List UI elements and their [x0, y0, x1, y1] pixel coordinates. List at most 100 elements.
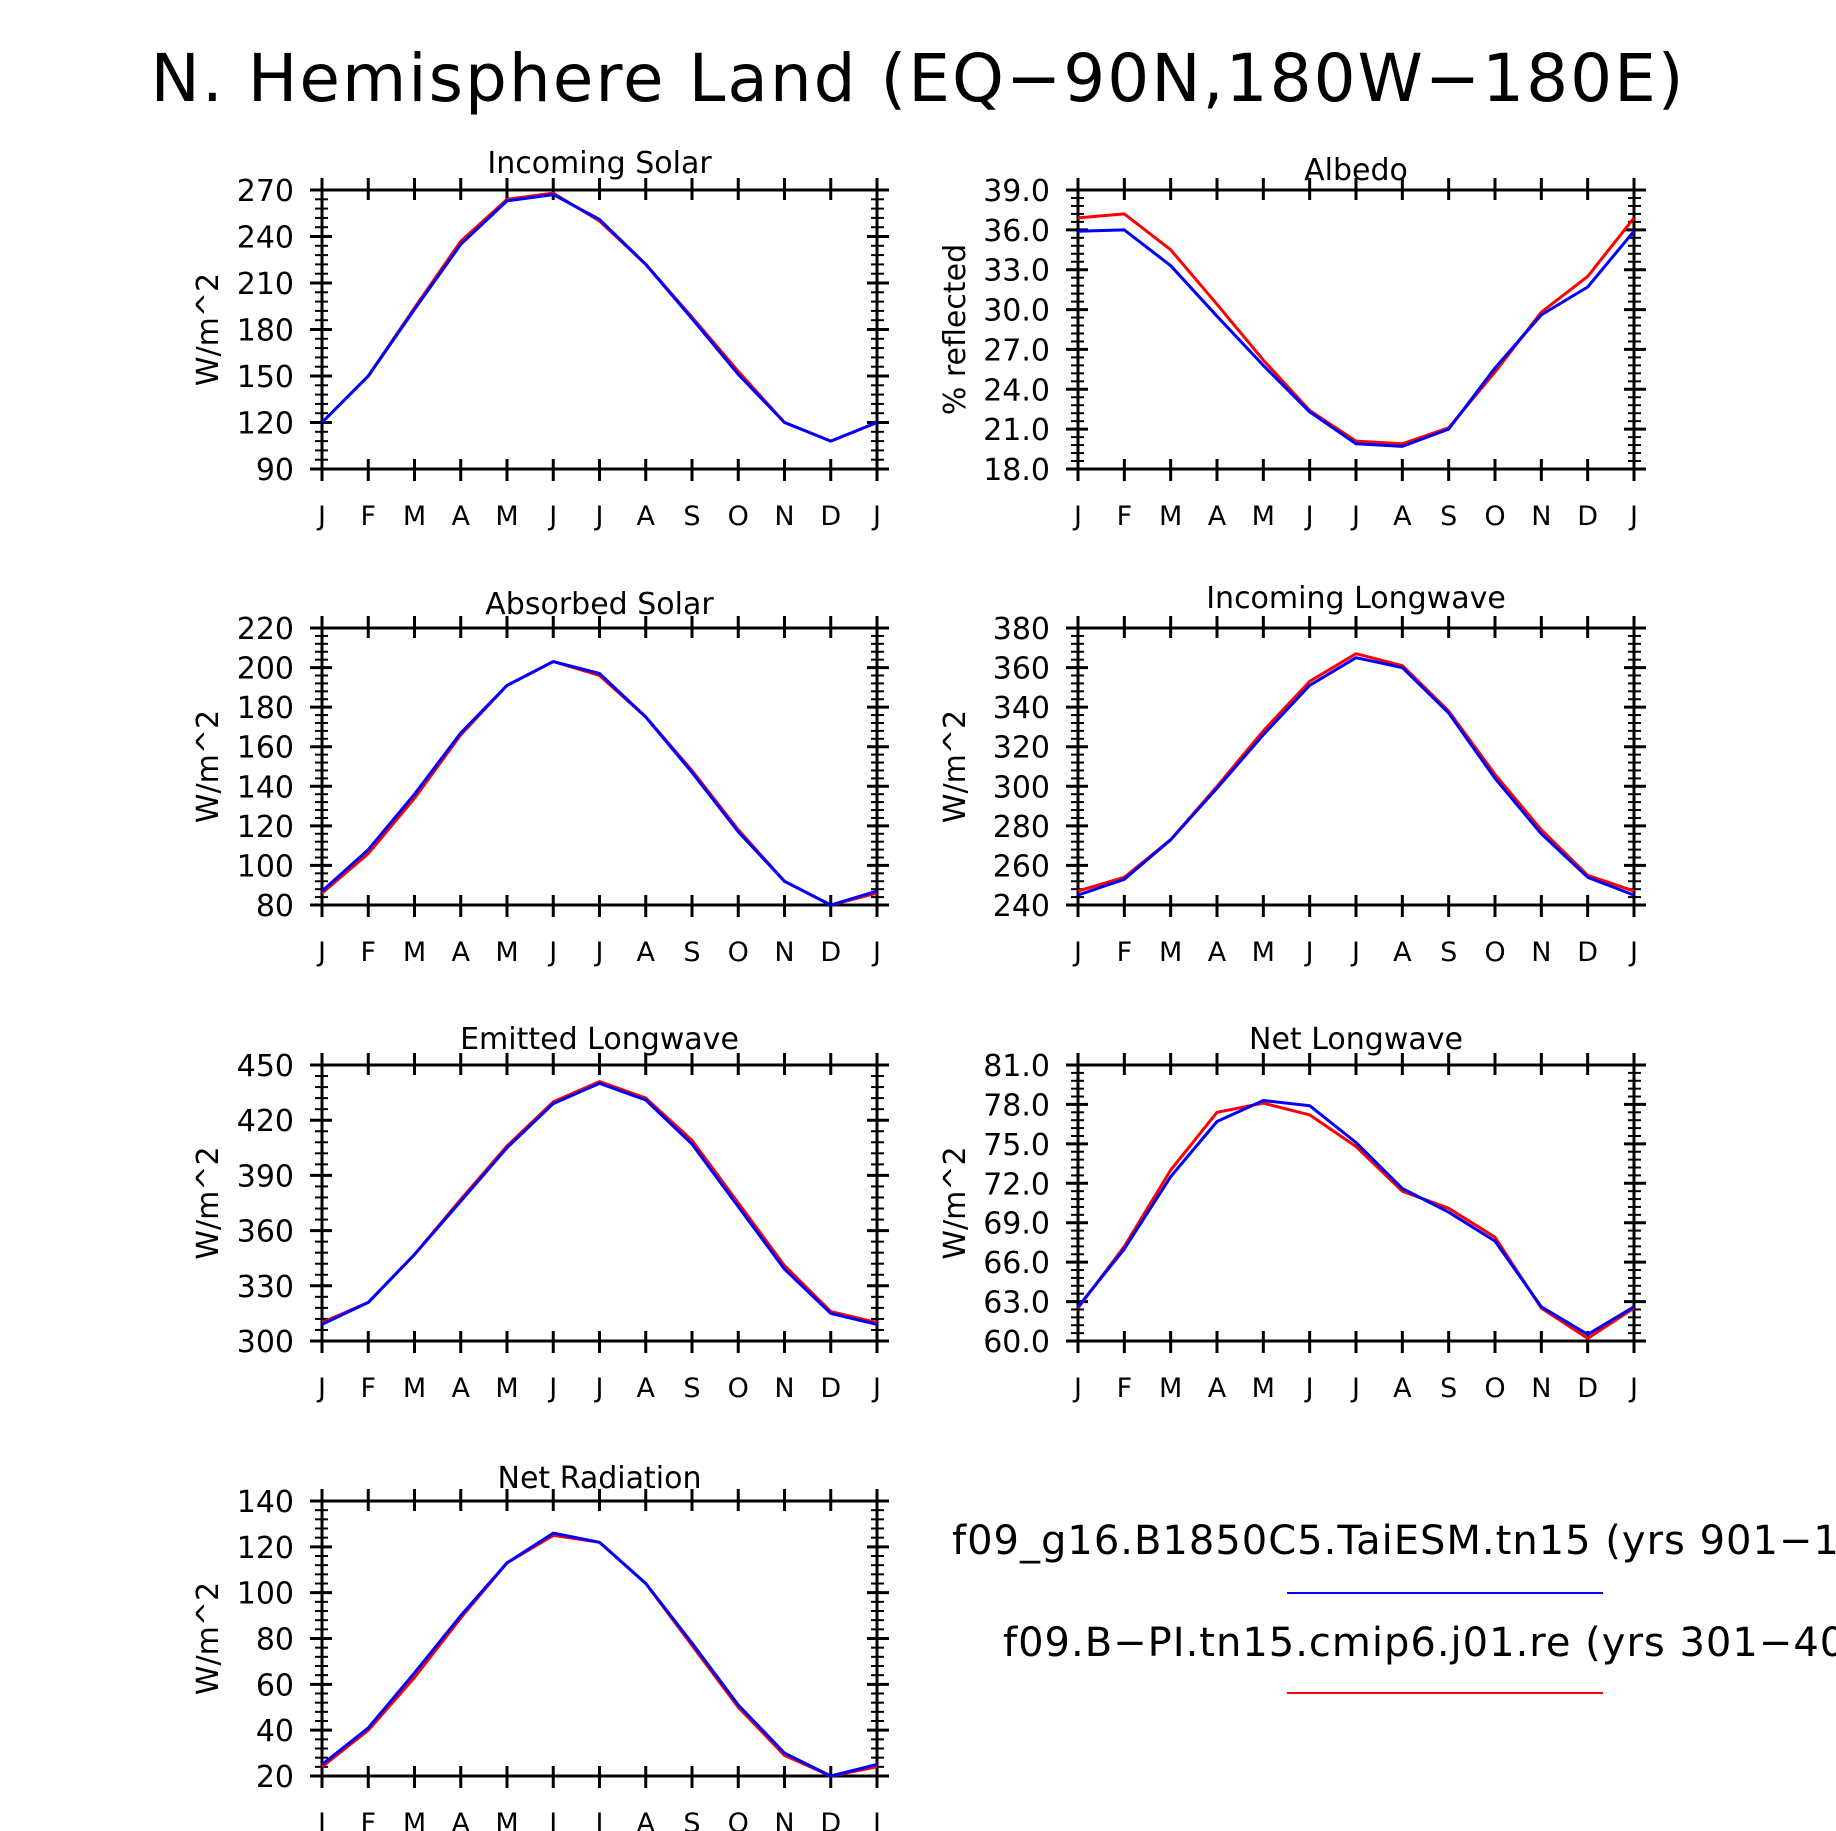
y-tick-label: 39.0 [983, 174, 1050, 209]
panel-6: J F M A M J J A S O N D J 20 40 60 80 100 120 140 Net Radiat… [191, 1461, 889, 1831]
y-tick-label: 200 [237, 652, 294, 687]
x-tick-label: A [452, 1808, 471, 1831]
y-tick-label: 140 [237, 1485, 294, 1520]
y-tick-label: 150 [237, 360, 294, 395]
y-tick-label: 40 [256, 1714, 294, 1749]
x-tick-label: D [820, 1808, 841, 1831]
y-tick-label: 220 [237, 612, 294, 647]
y-tick-label: 80 [256, 1623, 294, 1658]
plot-frame [1076, 626, 1636, 907]
x-tick-label: J [594, 501, 604, 532]
y-tick-label: 20 [256, 1760, 294, 1795]
panel-title: Albedo [1304, 153, 1408, 188]
x-tick-label: O [728, 1373, 749, 1404]
y-tick-label: 140 [237, 770, 294, 805]
x-tick-label: A [637, 937, 656, 968]
panel-5: J F M A M J J A S O N D J60.063.066.069.072.075.078.… [938, 1022, 1646, 1404]
x-tick-label: F [1117, 1373, 1133, 1404]
plot-frame [1076, 1063, 1636, 1343]
x-tick-label: M [1252, 1373, 1275, 1404]
y-tick-label: 30.0 [983, 294, 1050, 329]
x-tick-label: M [495, 937, 518, 968]
x-tick-label: N [774, 1373, 794, 1404]
y-tick-label: 24.0 [983, 373, 1050, 408]
y-axis-label: W/m^2 [938, 1146, 973, 1259]
x-tick-label: N [774, 1808, 794, 1831]
x-tick-label: J [871, 501, 881, 532]
x-tick-label: J [1350, 501, 1360, 532]
y-tick-label: 330 [237, 1270, 294, 1305]
y-tick-label: 120 [237, 1531, 294, 1566]
x-tick-label: J [1072, 937, 1082, 968]
y-tick-label: 300 [993, 770, 1050, 805]
y-tick-label: 180 [237, 691, 294, 726]
x-tick-label: D [1577, 501, 1598, 532]
x-tick-label: F [360, 1373, 376, 1404]
x-tick-label: J [547, 937, 557, 968]
series-line-blue [1077, 656, 1635, 897]
x-tick-label: S [1440, 1373, 1457, 1404]
y-tick-label: 300 [237, 1325, 294, 1360]
y-tick-label: 33.0 [983, 254, 1050, 289]
y-tick-label: 280 [993, 810, 1050, 845]
x-tick-label: J [594, 1373, 604, 1404]
x-tick-label: N [1531, 1373, 1551, 1404]
y-tick-label: 72.0 [983, 1167, 1050, 1202]
x-tick-label: N [774, 501, 794, 532]
y-tick-label: 60 [256, 1668, 294, 1703]
y-tick-label: 90 [256, 453, 294, 488]
x-tick-label: J [871, 1373, 881, 1404]
x-tick-label: D [1577, 937, 1598, 968]
x-tick-label: D [1577, 1373, 1598, 1404]
y-tick-label: 60.0 [983, 1325, 1050, 1360]
series-line-red [1076, 1101, 1635, 1340]
x-tick-label: A [1393, 1373, 1412, 1404]
panel-title: Net Radiation [498, 1461, 702, 1496]
x-tick-label: S [683, 1808, 700, 1831]
panel-title: Absorbed Solar [485, 587, 714, 622]
y-tick-label: 100 [237, 1577, 294, 1612]
y-tick-label: 320 [993, 731, 1050, 766]
series-line-blue [320, 193, 878, 443]
series-line-blue [1077, 228, 1636, 448]
y-tick-label: 380 [993, 612, 1050, 647]
x-tick-label: J [1072, 1373, 1082, 1404]
y-tick-label: 27.0 [983, 333, 1050, 368]
x-tick-label: J [1628, 937, 1638, 968]
x-tick-label: M [495, 501, 518, 532]
series-line-blue [320, 660, 878, 907]
y-tick-label: 100 [237, 849, 294, 884]
x-tick-label: J [1304, 501, 1314, 532]
x-tick-label: J [316, 1808, 326, 1831]
y-axis-label: W/m^2 [191, 1582, 226, 1695]
y-tick-label: 340 [993, 691, 1050, 726]
x-tick-label: N [1531, 937, 1551, 968]
y-tick-label: 160 [237, 731, 294, 766]
y-tick-label: 69.0 [983, 1207, 1050, 1242]
x-tick-label: S [683, 1373, 700, 1404]
y-axis-label: % reflected [938, 244, 973, 415]
x-tick-label: O [1484, 937, 1505, 968]
y-tick-label: 420 [237, 1104, 294, 1139]
x-tick-label: J [1628, 1373, 1638, 1404]
x-tick-label: M [495, 1373, 518, 1404]
x-tick-label: J [316, 937, 326, 968]
x-tick-label: A [1393, 501, 1412, 532]
x-tick-label: J [316, 1373, 326, 1404]
x-tick-label: N [774, 937, 794, 968]
y-tick-label: 120 [237, 810, 294, 845]
x-tick-label: J [1072, 501, 1082, 532]
x-tick-label: S [683, 501, 700, 532]
x-tick-label: J [871, 1808, 881, 1831]
x-tick-label: J [594, 937, 604, 968]
x-tick-label: J [547, 1373, 557, 1404]
series-line-red [1077, 212, 1636, 446]
x-tick-label: J [1304, 937, 1314, 968]
x-tick-label: F [360, 501, 376, 532]
x-tick-label: J [871, 937, 881, 968]
x-tick-label: A [452, 1373, 471, 1404]
x-tick-label: J [547, 501, 557, 532]
y-tick-label: 75.0 [983, 1128, 1050, 1163]
panel-0: J F M A M J J A S O N D J90120150180210240270Incomin… [191, 146, 889, 532]
